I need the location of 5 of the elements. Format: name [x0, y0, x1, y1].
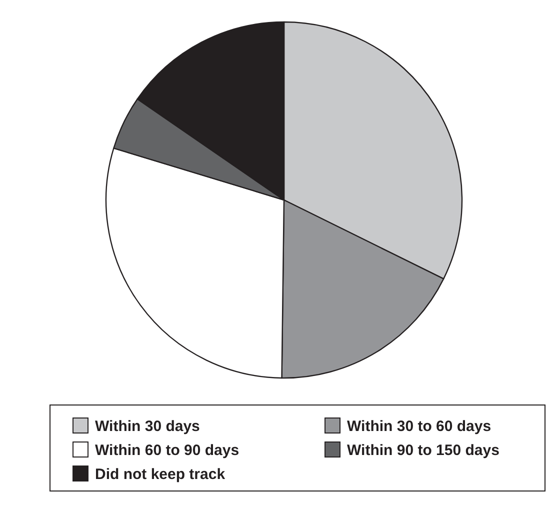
- legend-label: Did not keep track: [95, 466, 226, 483]
- legend-label: Within 30 days: [95, 418, 200, 435]
- legend-label: Within 30 to 60 days: [347, 418, 492, 435]
- legend-label: Within 90 to 150 days: [347, 442, 500, 459]
- legend-label: Within 60 to 90 days: [95, 442, 240, 459]
